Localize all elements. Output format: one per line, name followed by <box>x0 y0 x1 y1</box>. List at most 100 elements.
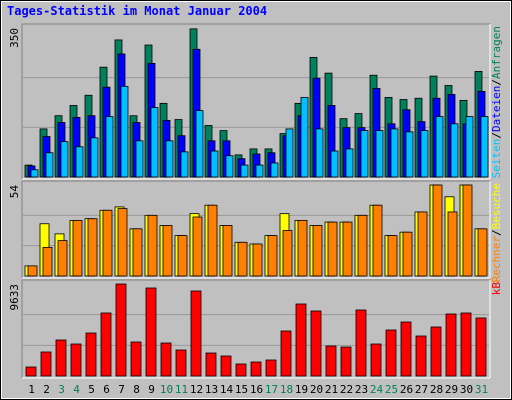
bar <box>400 321 412 377</box>
bar <box>450 123 459 178</box>
chart-title: Tages-Statistik im Monat Januar 2004 <box>7 4 267 18</box>
y-tick-label: 9633 <box>8 284 21 311</box>
legend-entry: Seiten <box>490 139 503 179</box>
bar <box>225 155 234 178</box>
bar <box>265 359 277 377</box>
bar <box>250 361 262 377</box>
x-tick-label: 19 <box>295 383 308 396</box>
bar <box>100 312 112 377</box>
bar <box>27 265 38 277</box>
bar <box>72 219 83 277</box>
bar <box>175 349 187 377</box>
y-tick-label: 350 <box>8 28 21 48</box>
bar <box>357 214 368 277</box>
bar <box>325 345 337 377</box>
bar <box>387 235 398 277</box>
bar <box>345 148 354 178</box>
bar <box>445 313 457 377</box>
bar <box>70 343 82 377</box>
bar <box>415 335 427 377</box>
bar <box>220 355 232 377</box>
bar <box>385 329 397 377</box>
legend-separator: / <box>490 132 503 139</box>
bar <box>462 184 473 277</box>
legend-entry: kB <box>490 282 503 296</box>
x-tick-label: 2 <box>43 383 50 396</box>
bar <box>315 128 324 178</box>
x-tick-label: 13 <box>205 383 218 396</box>
bar <box>370 343 382 377</box>
bar <box>342 221 353 277</box>
bar <box>295 303 307 377</box>
bar <box>360 130 369 178</box>
bar <box>255 164 264 178</box>
x-tick-label: 30 <box>460 383 473 396</box>
bar <box>30 169 39 178</box>
x-tick-label: 12 <box>190 383 203 396</box>
bar <box>210 150 219 178</box>
x-tick-label: 14 <box>220 383 234 396</box>
bar <box>85 332 97 377</box>
bar <box>222 225 233 277</box>
x-tick-label: 6 <box>103 383 110 396</box>
bar <box>252 243 263 277</box>
bar <box>432 184 443 277</box>
bar <box>132 228 143 277</box>
bar <box>327 221 338 277</box>
bar <box>130 341 142 377</box>
bar <box>90 137 99 178</box>
legend-entry: Dateien <box>490 86 503 132</box>
bar <box>465 116 474 178</box>
bar <box>135 140 144 178</box>
bar <box>235 363 247 377</box>
bar <box>180 151 189 178</box>
bar <box>477 228 488 277</box>
bar <box>300 96 309 178</box>
bar <box>355 309 367 377</box>
x-tick-label: 4 <box>73 383 80 396</box>
legend: Seiten/Dateien/Anfragen <box>490 26 503 178</box>
bar <box>402 231 413 277</box>
bar <box>207 204 218 277</box>
x-tick-label: 9 <box>148 383 155 396</box>
x-tick-label: 11 <box>175 383 188 396</box>
x-tick-label: 29 <box>445 383 458 396</box>
bar <box>282 230 293 277</box>
bar <box>192 216 203 277</box>
x-tick-label: 24 <box>370 383 384 396</box>
x-tick-label: 26 <box>400 383 413 396</box>
bar <box>475 317 487 377</box>
x-tick-label: 31 <box>475 383 488 396</box>
bar <box>145 287 157 377</box>
bar <box>390 128 399 178</box>
x-tick-label: 5 <box>88 383 95 396</box>
bar <box>435 116 444 178</box>
bar <box>102 209 113 277</box>
y-tick-label: 54 <box>8 185 21 199</box>
bar <box>285 128 294 178</box>
bar <box>417 211 428 277</box>
bar <box>160 342 172 377</box>
bar <box>120 85 129 178</box>
x-tick-label: 10 <box>160 383 173 396</box>
bar <box>480 116 489 178</box>
bar <box>87 218 98 277</box>
bar <box>45 152 54 178</box>
bar <box>195 110 204 178</box>
bar <box>330 150 339 178</box>
bar <box>372 204 383 277</box>
x-tick-label: 27 <box>415 383 428 396</box>
x-tick-label: 8 <box>133 383 140 396</box>
bar <box>150 107 159 178</box>
x-tick-label: 22 <box>340 383 353 396</box>
bar <box>177 235 188 277</box>
x-tick-label: 25 <box>385 383 398 396</box>
bar <box>55 339 67 377</box>
bar <box>267 235 278 277</box>
bar <box>430 326 442 377</box>
bar <box>75 146 84 178</box>
bar <box>57 240 68 277</box>
x-tick-label: 17 <box>265 383 278 396</box>
